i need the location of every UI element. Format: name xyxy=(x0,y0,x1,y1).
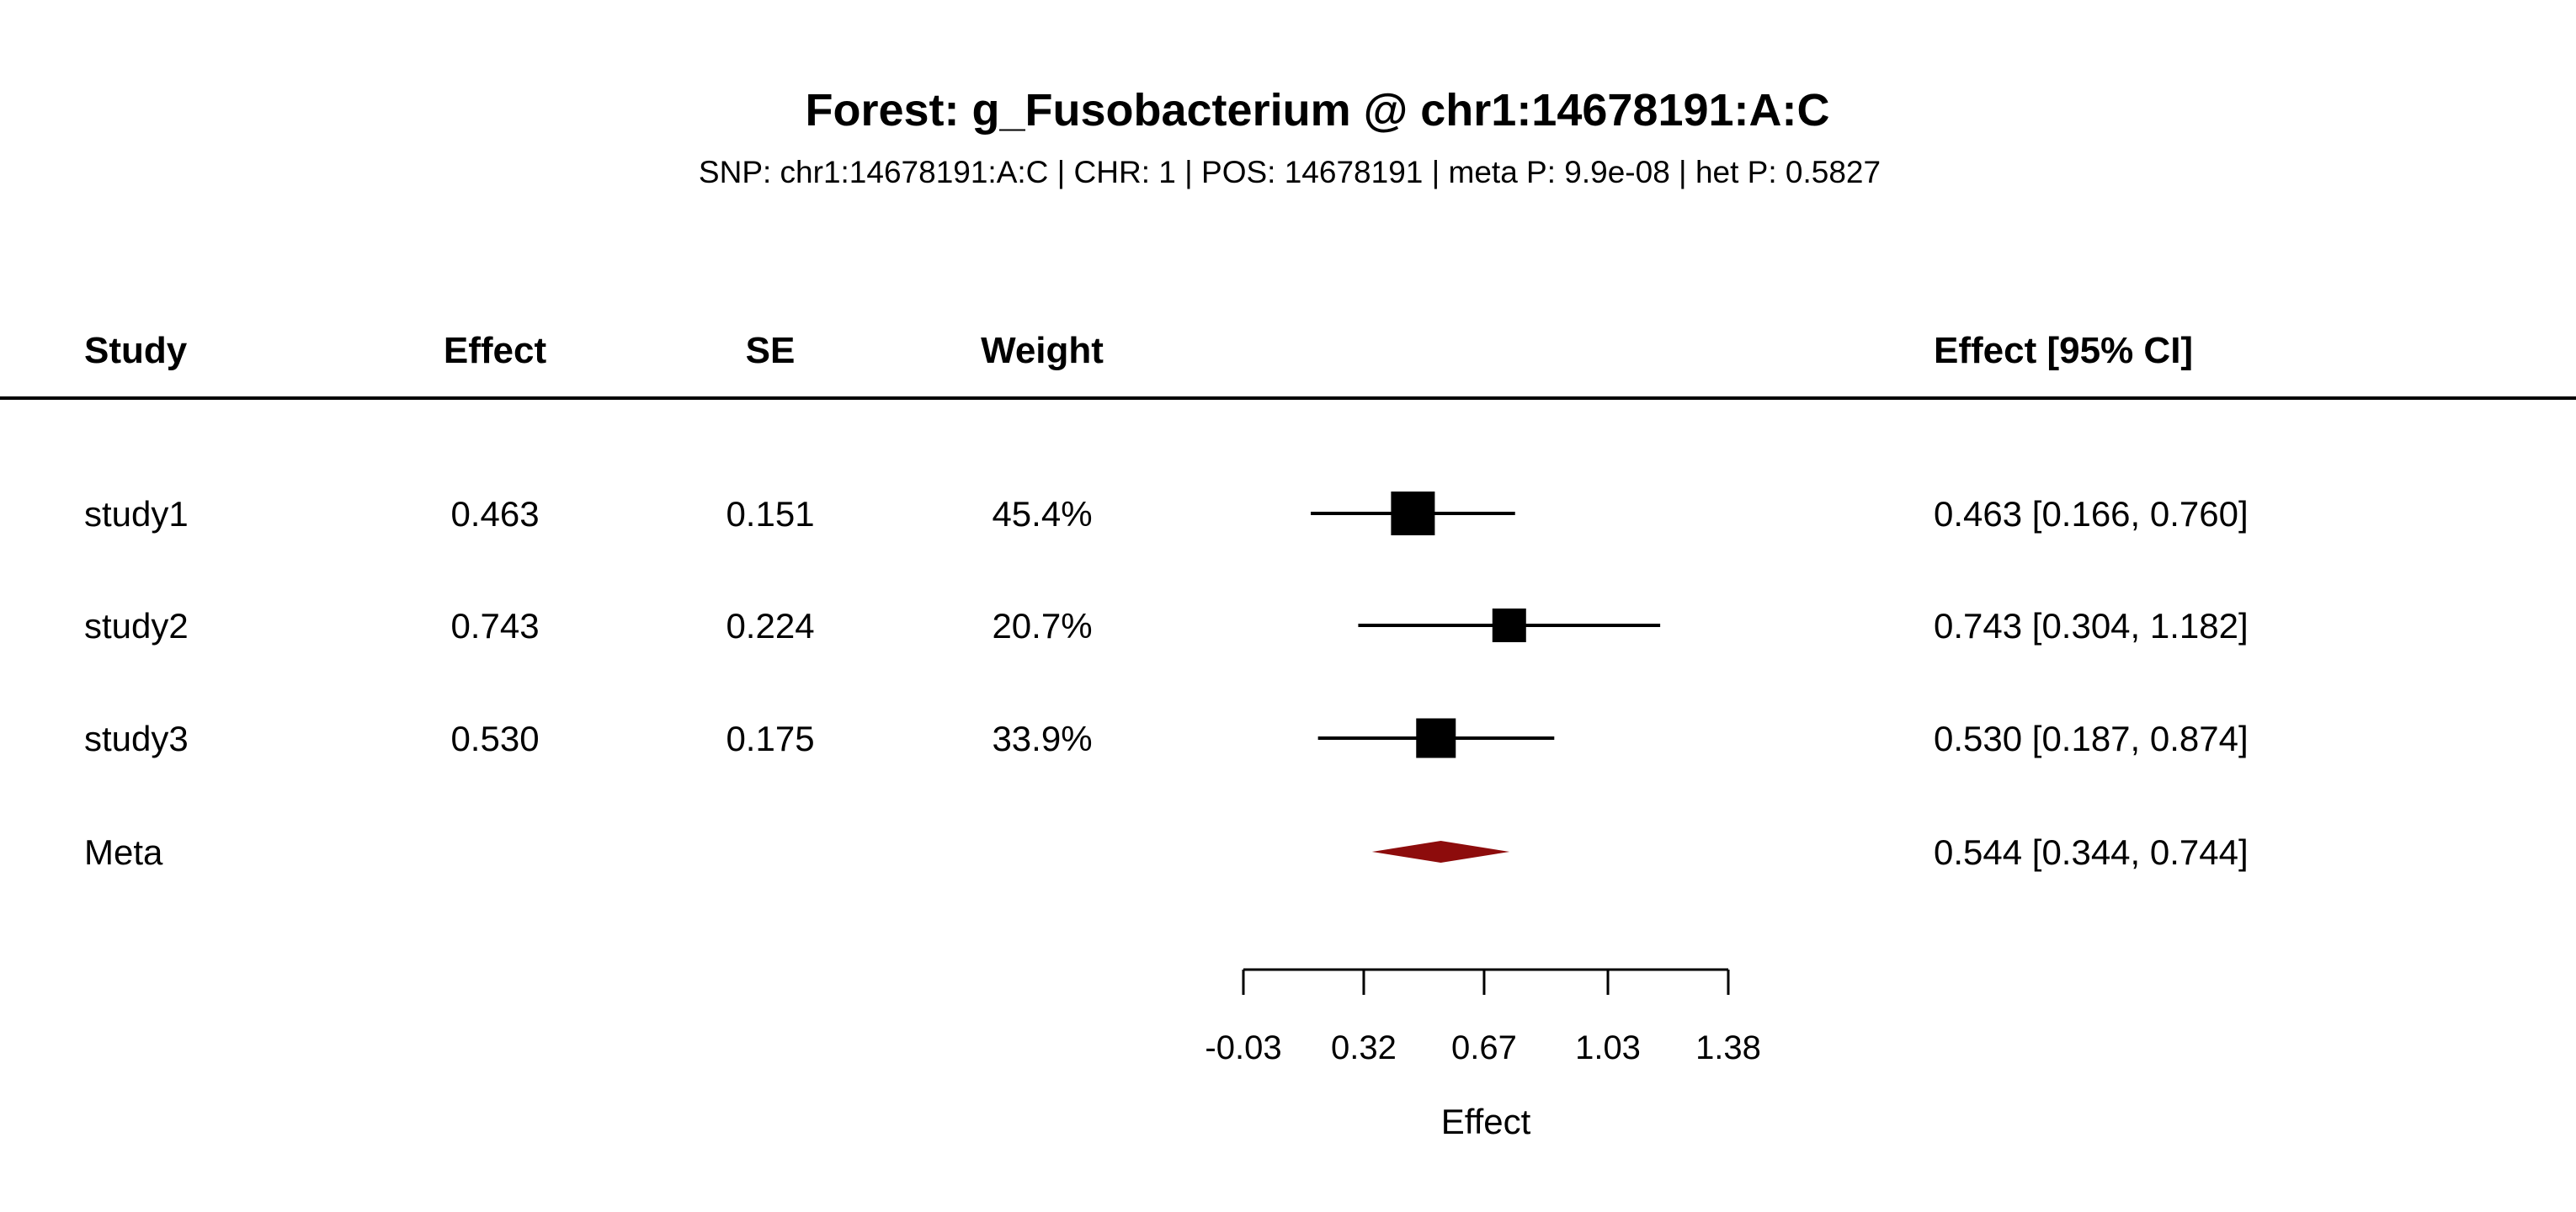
effect-ci-value: 0.463 [0.166, 0.760] xyxy=(1934,494,2249,534)
page-title: Forest: g_Fusobacterium @ chr1:14678191:… xyxy=(805,85,1830,136)
effect-ci-value: 0.743 [0.304, 1.182] xyxy=(1934,606,2249,646)
study-name: Meta xyxy=(84,832,163,872)
x-axis-tick-label: -0.03 xyxy=(1205,1029,1281,1066)
column-header-effect: Effect xyxy=(443,330,547,371)
column-header-se: SE xyxy=(745,330,796,371)
effect-ci-value: 0.544 [0.344, 0.744] xyxy=(1934,832,2249,872)
x-axis-title: Effect xyxy=(1441,1102,1531,1141)
se-value: 0.175 xyxy=(726,719,815,758)
effect-ci-value: 0.530 [0.187, 0.874] xyxy=(1934,719,2249,758)
se-value: 0.151 xyxy=(726,494,815,534)
effect-value: 0.530 xyxy=(450,719,540,758)
x-axis-tick-label: 1.38 xyxy=(1695,1029,1761,1066)
header-separator-line xyxy=(0,396,2576,400)
x-axis-tick-label: 1.03 xyxy=(1575,1029,1641,1066)
effect-square-study3 xyxy=(1416,718,1456,758)
effect-value: 0.463 xyxy=(450,494,540,534)
study-name: study1 xyxy=(84,494,189,534)
study-name: study3 xyxy=(84,719,189,758)
x-axis-tick-label: 0.32 xyxy=(1331,1029,1397,1066)
column-header-weight: Weight xyxy=(981,330,1104,371)
weight-value: 33.9% xyxy=(992,719,1093,758)
column-header-study: Study xyxy=(84,330,188,371)
weight-value: 45.4% xyxy=(992,494,1093,534)
x-axis-tick-label: 0.67 xyxy=(1451,1029,1517,1066)
weight-value: 20.7% xyxy=(992,606,1093,646)
effect-square-study2 xyxy=(1492,609,1526,642)
effect-square-study1 xyxy=(1391,492,1435,535)
se-value: 0.224 xyxy=(726,606,815,646)
column-header-effect-ci: Effect [95% CI] xyxy=(1934,330,2194,371)
page-subtitle: SNP: chr1:14678191:A:C | CHR: 1 | POS: 1… xyxy=(698,155,1881,189)
meta-diamond xyxy=(1371,841,1510,863)
study-name: study2 xyxy=(84,606,189,646)
effect-value: 0.743 xyxy=(450,606,540,646)
